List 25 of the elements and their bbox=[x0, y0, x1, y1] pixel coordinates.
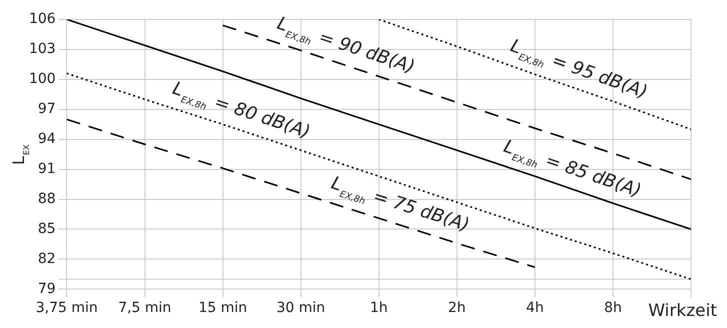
text: LEX,8h = 75 dB(A) bbox=[328, 172, 472, 236]
y-tick-label: 91 bbox=[38, 160, 56, 177]
x-tick-label: 2h bbox=[448, 300, 466, 316]
text: LEX,8h = 90 dB(A) bbox=[274, 12, 418, 78]
x-tick-label: 1h bbox=[370, 300, 388, 316]
text: LEX,8h = 85 dB(A) bbox=[501, 136, 644, 202]
x-tick-label: 30 min bbox=[276, 300, 326, 316]
y-tick-label: 94 bbox=[38, 130, 56, 147]
x-tick-label: 15 min bbox=[198, 300, 248, 316]
y-tick-label: 85 bbox=[38, 220, 56, 237]
y-tick-label: 100 bbox=[28, 70, 56, 87]
y-tick-label: 97 bbox=[38, 100, 56, 117]
x-tick-label: 8h bbox=[604, 300, 622, 316]
y-tick-label: 79 bbox=[38, 280, 56, 297]
x-tick-label: 7,5 min bbox=[118, 300, 172, 316]
y-tick-label: 82 bbox=[38, 250, 56, 267]
x-tick-label: 4h bbox=[526, 300, 544, 316]
y-tick-label: 103 bbox=[28, 41, 56, 58]
x-tick-label: 3,75 min bbox=[36, 300, 98, 316]
y-tick-label: 106 bbox=[28, 11, 56, 28]
y-tick-label: 88 bbox=[38, 190, 56, 207]
text: LEX,8h = 95 dB(A) bbox=[508, 35, 650, 103]
text: LEX,8h = 80 dB(A) bbox=[170, 78, 313, 143]
x-axis-title: Wirkzeit bbox=[648, 301, 718, 321]
y-axis-title: LEX bbox=[9, 144, 31, 166]
